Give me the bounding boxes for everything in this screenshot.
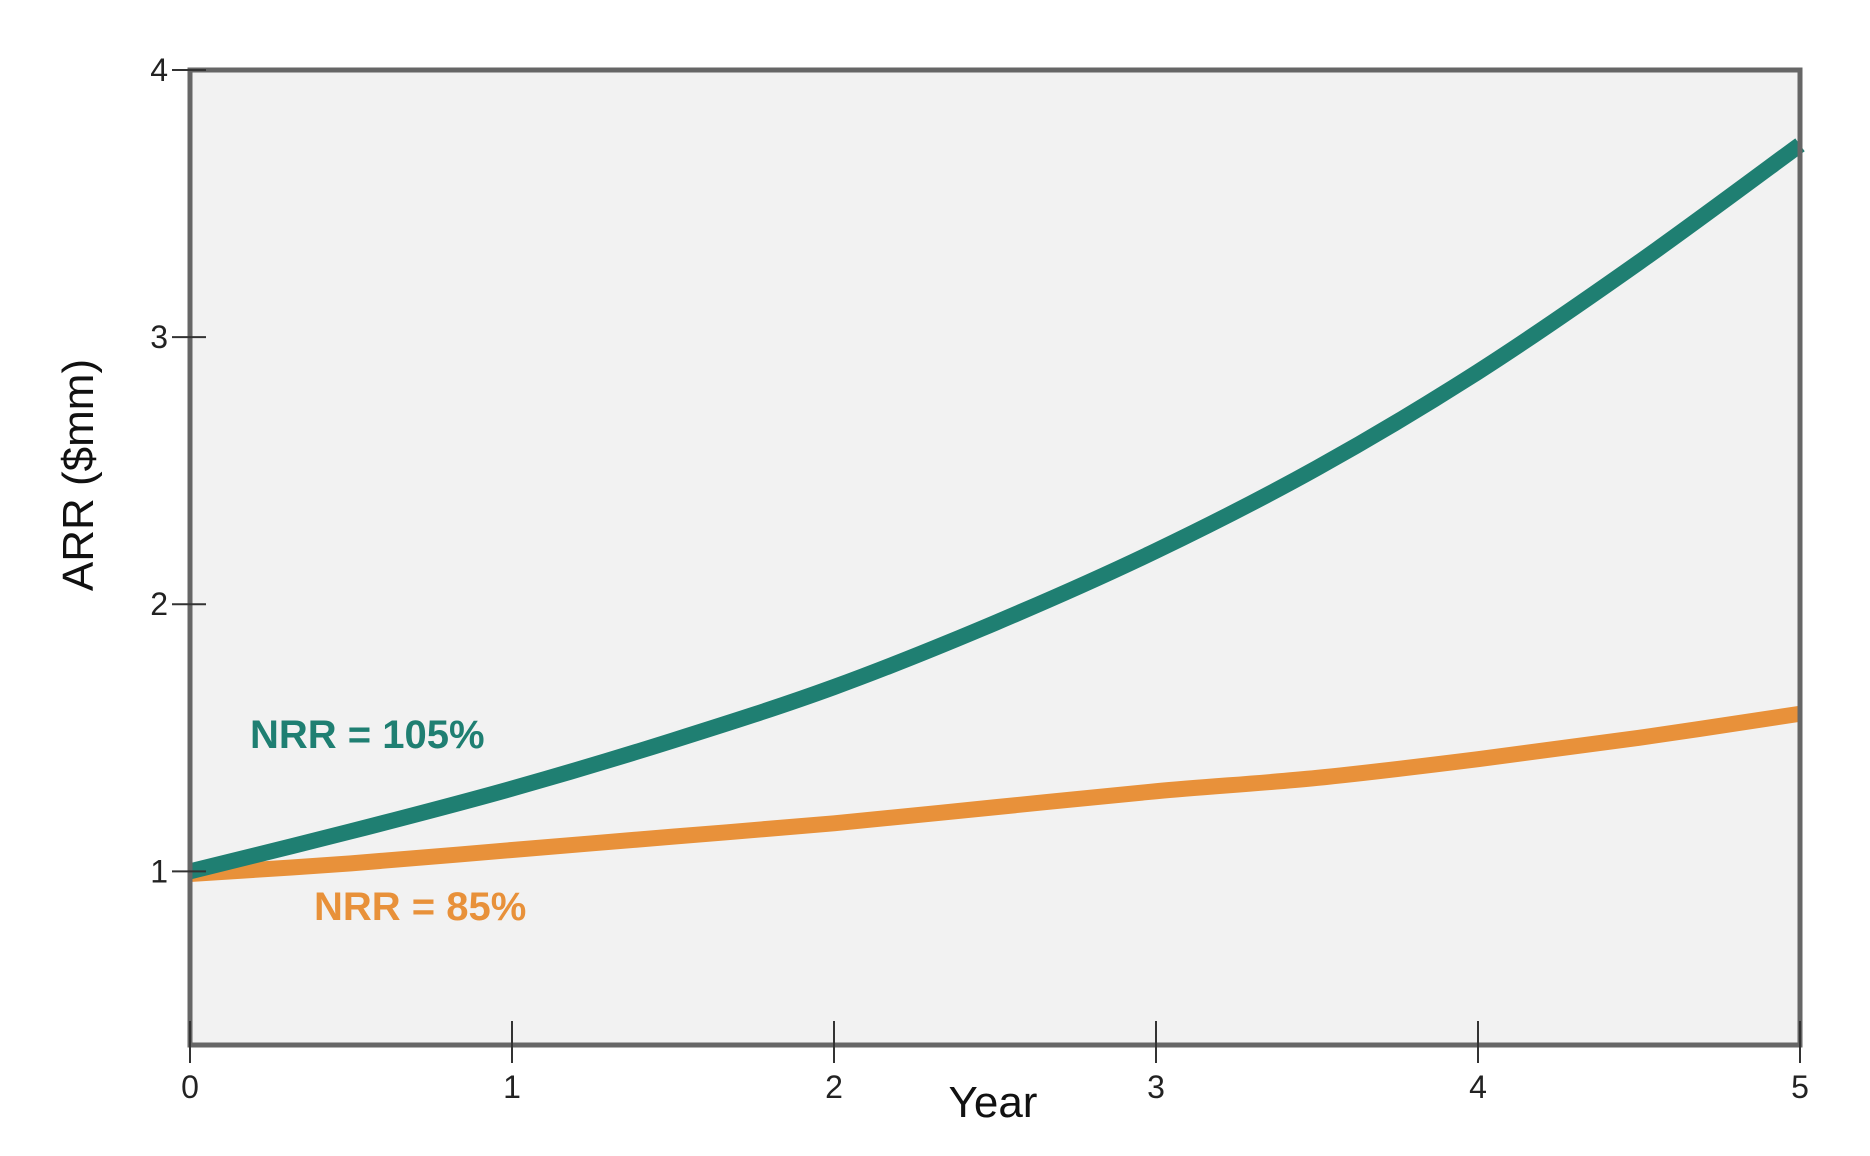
y-tick-label: 4 <box>150 52 168 88</box>
series-lines <box>188 138 1805 883</box>
series-label-nrr-85: NRR = 85% <box>314 885 526 929</box>
series-line-0 <box>188 138 1805 880</box>
series-label-nrr-105: NRR = 105% <box>250 713 485 757</box>
x-tick-label: 0 <box>181 1069 199 1105</box>
y-axis-title: ARR ($mm) <box>54 359 103 591</box>
x-tick-label: 2 <box>825 1069 843 1105</box>
y-tick-label: 2 <box>150 586 168 622</box>
plot-background <box>190 70 1800 1045</box>
x-tick-label: 3 <box>1147 1069 1165 1105</box>
plot-frame <box>187 67 1803 1048</box>
x-tick-label: 5 <box>1791 1069 1809 1105</box>
x-axis-title: Year <box>949 1078 1038 1127</box>
y-tick-label: 1 <box>150 853 168 889</box>
x-tick-label: 1 <box>503 1069 521 1105</box>
x-tick-label: 4 <box>1469 1069 1487 1105</box>
y-tick-label: 3 <box>150 319 168 355</box>
series-line-1 <box>189 705 1802 883</box>
axis-ticks: 1 2 3 4 0 1 2 3 4 5 <box>150 52 1809 1105</box>
